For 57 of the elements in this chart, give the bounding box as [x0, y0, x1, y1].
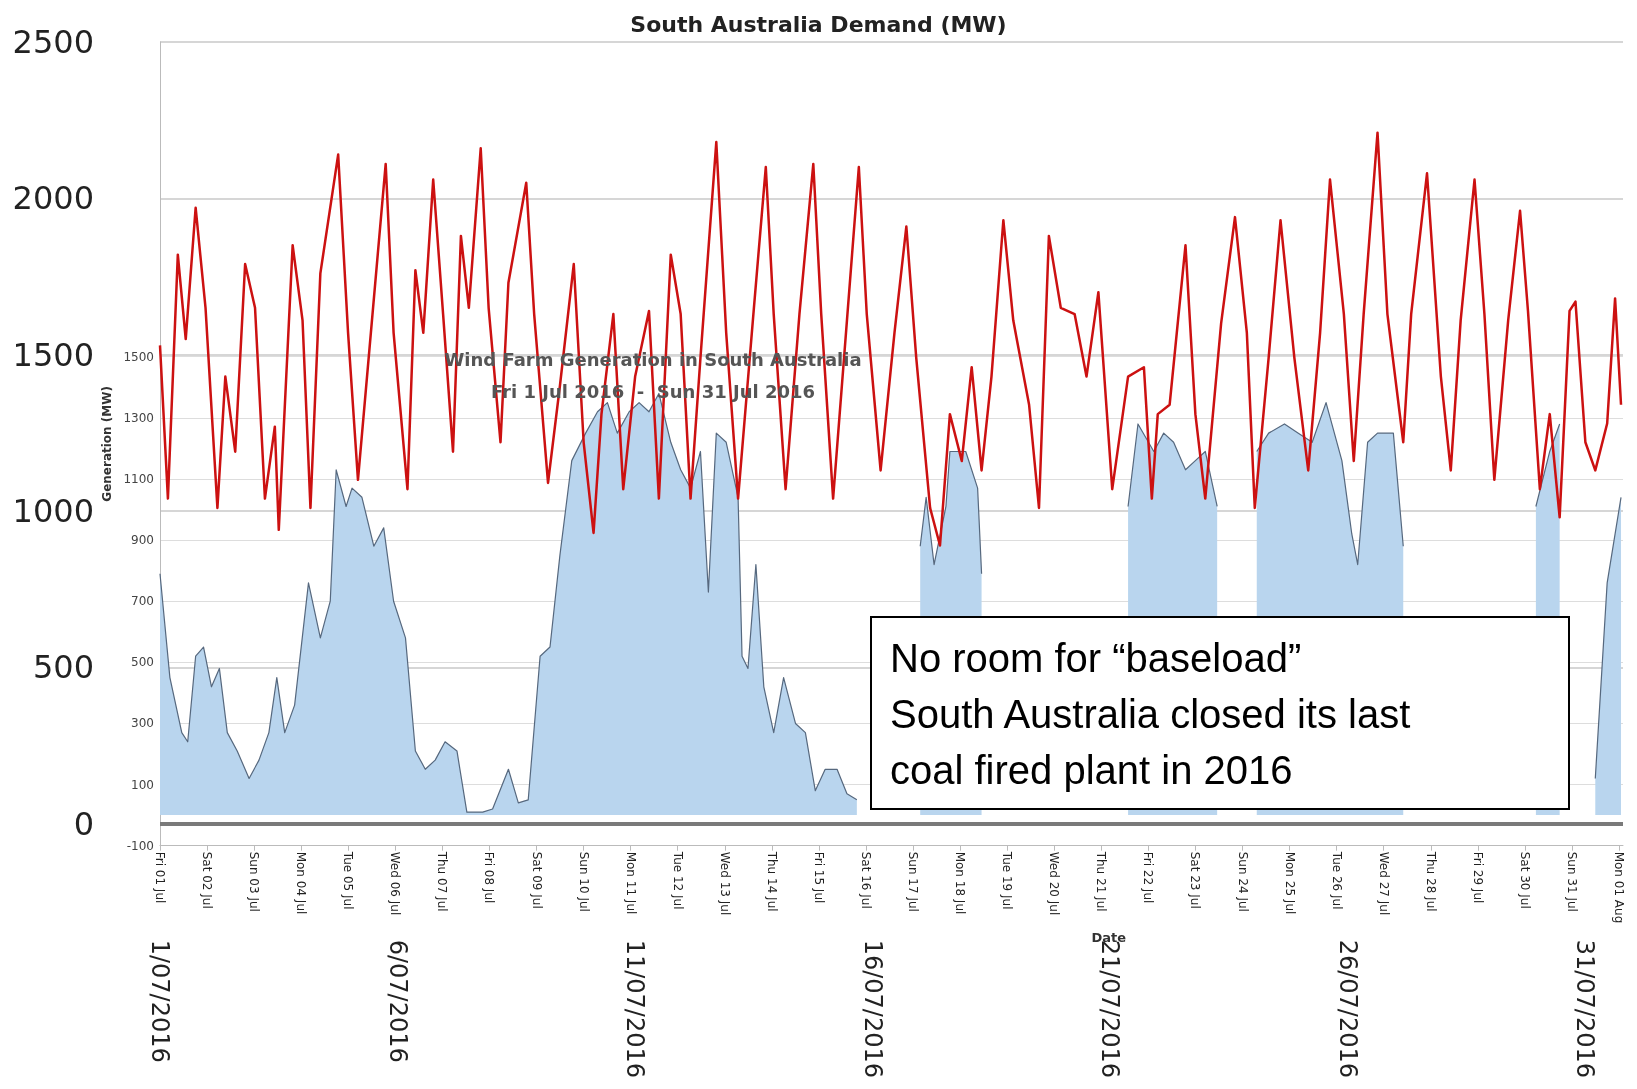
- x2-tick-label: Tue 12 Jul: [670, 850, 685, 910]
- y2-tick-label: 100: [131, 777, 154, 792]
- x2-tick-label: Sat 30 Jul: [1517, 851, 1532, 909]
- y2-tick-label: -100: [126, 838, 154, 853]
- x2-tick-label: Sun 31 Jul: [1565, 851, 1580, 912]
- x-tick-label: 16/07/2016: [858, 939, 887, 1078]
- chart-title: South Australia Demand (MW): [630, 11, 1007, 37]
- y2-axis-title: Generation (MW): [99, 386, 114, 502]
- x2-tick-label: Wed 06 Jul: [388, 851, 403, 916]
- x2-tick-label: Sat 16 Jul: [859, 851, 874, 909]
- y2-tick-label: 700: [131, 594, 154, 609]
- x-tick-label: 11/07/2016: [621, 939, 650, 1078]
- x-tick-label: 1/07/2016: [146, 939, 174, 1063]
- y-tick-label: 500: [32, 648, 94, 687]
- x2-tick-label: Thu 07 Jul: [435, 850, 450, 912]
- x2-tick-label: Thu 14 Jul: [764, 850, 779, 912]
- x2-tick-label: Fri 29 Jul: [1470, 851, 1485, 904]
- y-tick-label: 2500: [12, 23, 94, 61]
- x2-tick-label: Fri 01 Jul: [153, 851, 167, 904]
- y2-tick-label: 1100: [123, 471, 154, 486]
- y2-tick-label: 1500: [123, 349, 154, 364]
- x2-tick-label: Fri 22 Jul: [1141, 851, 1156, 904]
- x2-tick-label: Sun 10 Jul: [576, 851, 591, 912]
- x2-tick-label: Wed 27 Jul: [1376, 851, 1391, 916]
- y2-tick-label: 500: [131, 655, 154, 670]
- callout-box: No room for “baseload” South Australia closed its last coal fired plant in 2016: [870, 616, 1570, 810]
- x2-tick-label: Wed 13 Jul: [717, 851, 732, 916]
- x2-tick-label: Tue 19 Jul: [1000, 850, 1015, 910]
- y2-tick-label: 900: [131, 533, 154, 548]
- x-tick-label: 26/07/2016: [1333, 939, 1362, 1078]
- x2-tick-label: Thu 28 Jul: [1423, 850, 1438, 912]
- x2-tick-label: Mon 11 Jul: [623, 851, 638, 915]
- x2-tick-label: Sat 23 Jul: [1188, 851, 1203, 909]
- line-series: [158, 131, 1623, 547]
- y2-tick-label: 1300: [123, 410, 154, 425]
- x2-tick-label: Sat 02 Jul: [200, 851, 215, 909]
- x2-tick-label: Mon 04 Jul: [294, 851, 309, 915]
- x2-tick-label: Sun 24 Jul: [1235, 851, 1250, 912]
- x2-tick-label: Sun 17 Jul: [906, 851, 921, 912]
- y-tick-label: 0: [73, 804, 94, 843]
- x2-tick-label: Mon 01 Aug: [1612, 851, 1627, 924]
- x-tick-label: 6/07/2016: [383, 939, 412, 1063]
- y-tick-label: 2000: [12, 179, 94, 218]
- x2-tick-label: Tue 05 Jul: [341, 850, 356, 910]
- x2-tick-label: Wed 20 Jul: [1047, 851, 1062, 916]
- x2-tick-label: Sat 09 Jul: [529, 851, 544, 909]
- y-tick-label: 1000: [12, 492, 94, 531]
- x2-tick-label: Tue 26 Jul: [1329, 850, 1344, 910]
- y2-tick-label: 300: [131, 716, 154, 731]
- x2-tick-label: Fri 08 Jul: [482, 851, 497, 904]
- x2-tick-label: Fri 15 Jul: [811, 851, 826, 904]
- x2-tick-label: Thu 21 Jul: [1094, 850, 1109, 912]
- x2-tick-label: Mon 25 Jul: [1282, 851, 1297, 915]
- y-tick-label: 1500: [12, 335, 94, 374]
- x2-tick-label: Mon 18 Jul: [953, 851, 968, 915]
- x-tick-label: 31/07/2016: [1571, 939, 1600, 1078]
- x2-tick-label: Sun 03 Jul: [247, 851, 262, 912]
